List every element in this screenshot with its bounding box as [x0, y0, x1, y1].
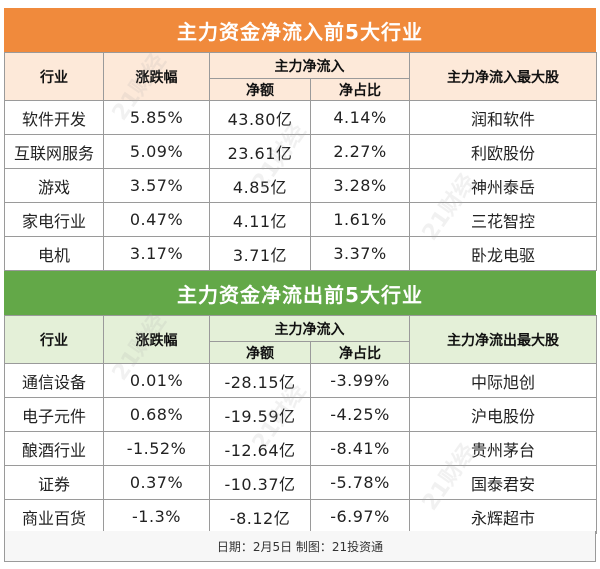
industry-cell: 商业百货: [4, 499, 104, 534]
inflow-header-net: 净额: [209, 78, 311, 101]
industry-cell: 电子元件: [4, 397, 104, 432]
top-stock-cell: 永辉超市: [409, 499, 597, 534]
table-row: 酿酒行业 -1.52% -12.64亿 -8.41% 贵州茅台: [4, 431, 597, 466]
change-cell: 3.57%: [103, 168, 210, 203]
outflow-header-top-stock: 主力净流出最大股: [409, 315, 597, 364]
net-cell: -19.59亿: [209, 397, 311, 432]
net-cell: -12.64亿: [209, 431, 311, 466]
ratio-cell: 2.27%: [310, 134, 410, 169]
ratio-cell: -8.41%: [310, 431, 410, 466]
change-cell: 0.37%: [103, 465, 210, 500]
ratio-cell: -6.97%: [310, 499, 410, 534]
industry-cell: 游戏: [4, 168, 104, 203]
industry-cell: 家电行业: [4, 202, 104, 237]
net-cell: -8.12亿: [209, 499, 311, 534]
change-cell: 5.85%: [103, 100, 210, 135]
top-stock-cell: 贵州茅台: [409, 431, 597, 466]
table-row: 软件开发 5.85% 43.80亿 4.14% 润和软件: [4, 100, 597, 135]
change-cell: 0.47%: [103, 202, 210, 237]
inflow-header-top-stock: 主力净流入最大股: [409, 52, 597, 101]
change-cell: -1.3%: [103, 499, 210, 534]
net-cell: 4.11亿: [209, 202, 311, 237]
outflow-header-net: 净额: [209, 341, 311, 364]
net-cell: 43.80亿: [209, 100, 311, 135]
inflow-header-group: 主力净流入: [209, 52, 410, 79]
table-row: 证券 0.37% -10.37亿 -5.78% 国泰君安: [4, 465, 597, 500]
ratio-cell: 1.61%: [310, 202, 410, 237]
inflow-header-change: 涨跌幅: [103, 52, 210, 101]
top-stock-cell: 中际旭创: [409, 363, 597, 398]
top-stock-cell: 卧龙电驱: [409, 236, 597, 271]
inflow-header-row: 行业 涨跌幅 主力净流入 主力净流入最大股: [4, 52, 597, 101]
top-stock-cell: 国泰君安: [409, 465, 597, 500]
inflow-header-industry: 行业: [4, 52, 104, 101]
industry-cell: 酿酒行业: [4, 431, 104, 466]
ratio-cell: -3.99%: [310, 363, 410, 398]
industry-cell: 互联网服务: [4, 134, 104, 169]
industry-cell: 通信设备: [4, 363, 104, 398]
inflow-table: 行业 涨跌幅 主力净流入 主力净流入最大股 净额 净占比 软件开发 5.85% …: [4, 52, 597, 271]
outflow-table: 行业 涨跌幅 主力净流入 主力净流出最大股 净额 净占比 通信设备 0.01% …: [4, 315, 597, 534]
change-cell: 0.68%: [103, 397, 210, 432]
table-row: 电子元件 0.68% -19.59亿 -4.25% 沪电股份: [4, 397, 597, 432]
table-row: 电机 3.17% 3.71亿 3.37% 卧龙电驱: [4, 236, 597, 271]
top-stock-cell: 神州泰岳: [409, 168, 597, 203]
change-cell: 5.09%: [103, 134, 210, 169]
net-cell: -10.37亿: [209, 465, 311, 500]
outflow-header-group: 主力净流入: [209, 315, 410, 342]
inflow-title: 主力资金净流入前5大行业: [4, 8, 596, 52]
outflow-header-change: 涨跌幅: [103, 315, 210, 364]
table-row: 家电行业 0.47% 4.11亿 1.61% 三花智控: [4, 202, 597, 237]
ratio-cell: 3.37%: [310, 236, 410, 271]
ratio-cell: -5.78%: [310, 465, 410, 500]
change-cell: -1.52%: [103, 431, 210, 466]
net-cell: 23.61亿: [209, 134, 311, 169]
outflow-header-industry: 行业: [4, 315, 104, 364]
change-cell: 0.01%: [103, 363, 210, 398]
industry-cell: 证券: [4, 465, 104, 500]
table-row: 通信设备 0.01% -28.15亿 -3.99% 中际旭创: [4, 363, 597, 398]
outflow-subheader-row: 净额 净占比: [5, 341, 597, 364]
ratio-cell: 4.14%: [310, 100, 410, 135]
outflow-header-row: 行业 涨跌幅 主力净流入 主力净流出最大股: [4, 315, 597, 364]
change-cell: 3.17%: [103, 236, 210, 271]
inflow-header-ratio: 净占比: [310, 78, 410, 101]
inflow-subheader-row: 净额 净占比: [5, 78, 597, 101]
industry-cell: 软件开发: [4, 100, 104, 135]
table-row: 游戏 3.57% 4.85亿 3.28% 神州泰岳: [4, 168, 597, 203]
industry-cell: 电机: [4, 236, 104, 271]
table-row: 商业百货 -1.3% -8.12亿 -6.97% 永辉超市: [4, 499, 597, 534]
ratio-cell: 3.28%: [310, 168, 410, 203]
source-footer: 日期：2月5日 制图：21投资通: [4, 531, 596, 562]
top-stock-cell: 利欧股份: [409, 134, 597, 169]
top-stock-cell: 三花智控: [409, 202, 597, 237]
net-cell: 4.85亿: [209, 168, 311, 203]
ratio-cell: -4.25%: [310, 397, 410, 432]
top-stock-cell: 沪电股份: [409, 397, 597, 432]
top-stock-cell: 润和软件: [409, 100, 597, 135]
outflow-header-ratio: 净占比: [310, 341, 410, 364]
table-row: 互联网服务 5.09% 23.61亿 2.27% 利欧股份: [4, 134, 597, 169]
net-cell: -28.15亿: [209, 363, 311, 398]
net-cell: 3.71亿: [209, 236, 311, 271]
outflow-title: 主力资金净流出前5大行业: [4, 271, 596, 315]
